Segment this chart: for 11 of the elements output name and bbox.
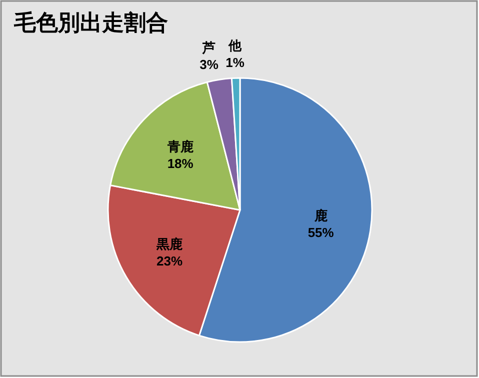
slice-label: 青鹿 — [166, 138, 194, 154]
data-label: 1% — [226, 55, 245, 70]
data-label: 18% — [167, 156, 194, 171]
slice-label: 鹿 — [313, 208, 328, 223]
data-label: 3% — [200, 56, 219, 72]
slice-label: 他 — [228, 38, 243, 54]
data-label: 55% — [308, 224, 334, 240]
slice-label: 黒鹿 — [156, 236, 183, 252]
slice-label: 芦 — [202, 40, 216, 55]
data-label: 23% — [156, 254, 183, 269]
chart-title: 毛色別出走割合 — [13, 10, 168, 35]
